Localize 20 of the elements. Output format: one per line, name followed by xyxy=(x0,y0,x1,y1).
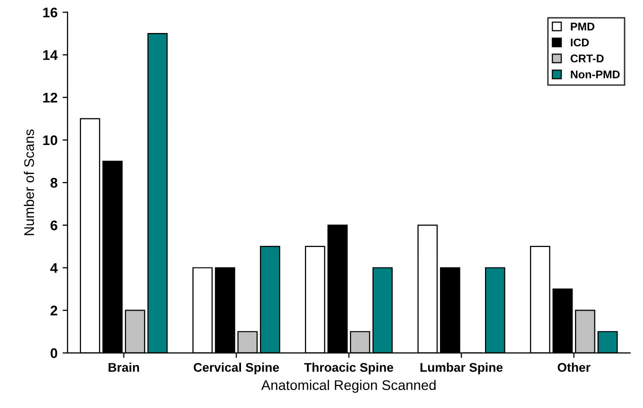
y-tick-label: 16 xyxy=(43,8,58,18)
y-tick-label: 14 xyxy=(43,50,58,60)
legend-label: CRT-D xyxy=(570,54,604,62)
y-tick-label: 0 xyxy=(50,348,58,358)
y-axis-title: Number of Scans xyxy=(24,129,34,236)
x-tick-label: Lumbar Spine xyxy=(420,362,503,374)
legend-label: Non-PMD xyxy=(570,70,620,78)
y-tick-label: 10 xyxy=(43,135,58,146)
legend-label: ICD xyxy=(570,38,589,46)
y-tick-label: 2 xyxy=(50,306,58,316)
y-tick-label: 6 xyxy=(50,220,58,230)
y-tick-label: 4 xyxy=(50,263,58,273)
x-tick-label: Cervical Spine xyxy=(194,362,279,374)
y-tick-label: 12 xyxy=(43,92,58,102)
x-axis-title: Anatomical Region Scanned xyxy=(261,380,436,393)
y-tick-label: 8 xyxy=(50,178,58,188)
legend-label: PMD xyxy=(570,22,594,30)
x-tick-label: Other xyxy=(558,362,590,372)
x-tick-label: Brain xyxy=(108,362,139,372)
x-tick-label: Throacic Spine xyxy=(304,362,394,374)
